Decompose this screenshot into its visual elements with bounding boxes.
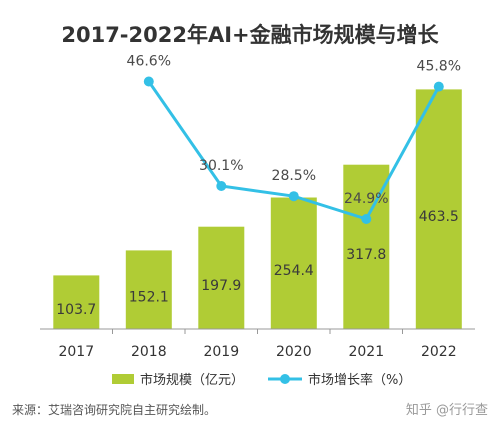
legend-label-bar: 市场规模（亿元） <box>140 372 244 388</box>
bar-series: 103.7 152.1 197.9 254.4 317.8 463.5 <box>53 89 462 330</box>
x-tick-label: 2017 <box>58 344 94 360</box>
x-tick-label: 2019 <box>203 344 239 360</box>
rate-value-label: 45.8% <box>417 59 461 75</box>
x-axis-ticks: 2017 2018 2019 2020 2021 2022 <box>58 329 457 360</box>
bar-value-label: 103.7 <box>56 302 96 318</box>
bar-value-label: 317.8 <box>346 247 386 263</box>
bar-2020 <box>270 197 317 329</box>
rate-value-label: 24.9% <box>344 191 388 207</box>
rate-point-2021 <box>361 214 372 224</box>
bar-value-label: 197.9 <box>201 278 241 294</box>
x-tick-label: 2020 <box>276 344 312 360</box>
rate-point-2018 <box>143 76 154 87</box>
legend-swatch-bar <box>112 374 134 384</box>
watermark: 知乎 @行行查 <box>406 402 488 418</box>
rate-point-2020 <box>288 191 299 202</box>
bar-2019 <box>198 226 245 329</box>
bar-value-label: 152.1 <box>129 290 169 306</box>
x-tick-label: 2022 <box>421 344 457 360</box>
rate-value-label: 28.5% <box>272 168 316 184</box>
rate-point-2022 <box>433 81 444 92</box>
legend-swatch-marker <box>280 374 290 384</box>
legend: 市场规模（亿元） 市场增长率（%） <box>112 372 411 388</box>
line-series: 46.6% 30.1% 28.5% 24.9% 45.8% <box>127 54 461 224</box>
bar-2018 <box>125 250 172 329</box>
bar-value-label: 254.4 <box>274 263 314 279</box>
rate-value-label: 30.1% <box>199 158 243 174</box>
bar-2022 <box>415 89 462 330</box>
source-note: 来源：艾瑞咨询研究院自主研究绘制。 <box>12 402 216 417</box>
bar-2017 <box>53 275 100 329</box>
x-tick-label: 2018 <box>131 344 167 360</box>
legend-label-line: 市场增长率（%） <box>308 372 411 388</box>
chart-title: 2017-2022年AI+金融市场规模与增长 <box>61 23 439 47</box>
rate-value-label: 46.6% <box>127 54 171 70</box>
bar-value-label: 463.5 <box>419 209 459 225</box>
x-tick-label: 2021 <box>348 344 384 360</box>
rate-point-2019 <box>216 181 227 191</box>
